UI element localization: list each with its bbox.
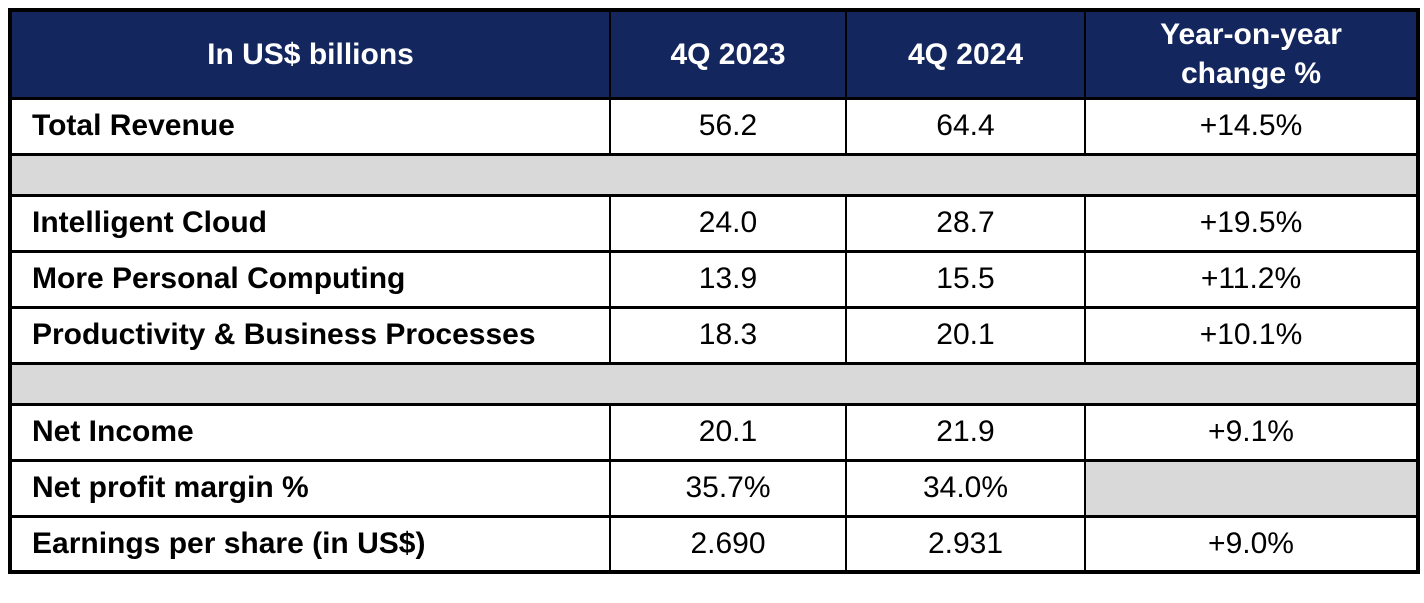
value-yoy-change: +9.1%	[1084, 402, 1419, 462]
quarterly-financial-results-table: In US$ billions 4Q 2023 4Q 2024 Year-on-…	[8, 8, 1420, 574]
value-4q2023: 20.1	[609, 402, 847, 462]
spacer-cell	[9, 152, 1419, 197]
row-label: Net Income	[9, 402, 611, 462]
table-row: Net profit margin % 35.7% 34.0%	[9, 458, 1419, 518]
spacer-cell	[9, 361, 1419, 406]
value-4q2024: 21.9	[845, 402, 1086, 462]
row-label: Net profit margin %	[9, 458, 611, 518]
value-4q2023: 24.0	[609, 193, 847, 253]
table-row: More Personal Computing 13.9 15.5 +11.2%	[9, 249, 1419, 309]
table-body: Total Revenue 56.2 64.4 +14.5% Intelligent C…	[9, 96, 1419, 574]
value-4q2023: 13.9	[609, 249, 847, 309]
value-4q2023: 56.2	[609, 96, 847, 156]
table-row: Total Revenue 56.2 64.4 +14.5%	[9, 96, 1419, 156]
value-4q2024: 2.931	[845, 514, 1086, 574]
table-header: In US$ billions 4Q 2023 4Q 2024 Year-on-…	[9, 8, 1419, 100]
value-4q2024: 64.4	[845, 96, 1086, 156]
value-4q2024: 15.5	[845, 249, 1086, 309]
value-yoy-change: +10.1%	[1084, 305, 1419, 365]
value-yoy-change: +14.5%	[1084, 96, 1419, 156]
header-cell-metric-unit: In US$ billions	[9, 8, 611, 100]
value-4q2024: 28.7	[845, 193, 1086, 253]
row-label: Productivity & Business Processes	[9, 305, 611, 365]
value-4q2023: 18.3	[609, 305, 847, 365]
spacer-row	[9, 152, 1419, 197]
row-label: More Personal Computing	[9, 249, 611, 309]
value-yoy-change: +11.2%	[1084, 249, 1419, 309]
value-4q2024: 34.0%	[845, 458, 1086, 518]
value-yoy-change: +9.0%	[1084, 514, 1419, 574]
value-4q2023: 35.7%	[609, 458, 847, 518]
header-cell-4q2024: 4Q 2024	[845, 8, 1086, 100]
spacer-row	[9, 361, 1419, 406]
row-label: Total Revenue	[9, 96, 611, 156]
table-row: Intelligent Cloud 24.0 28.7 +19.5%	[9, 193, 1419, 253]
value-4q2024: 20.1	[845, 305, 1086, 365]
header-cell-yoy-change: Year-on-year change %	[1084, 8, 1419, 100]
table-row: Earnings per share (in US$) 2.690 2.931 +9.…	[9, 514, 1419, 574]
header-cell-4q2023: 4Q 2023	[609, 8, 847, 100]
value-yoy-change: +19.5%	[1084, 193, 1419, 253]
header-row: In US$ billions 4Q 2023 4Q 2024 Year-on-…	[9, 8, 1419, 100]
table-row: Net Income 20.1 21.9 +9.1%	[9, 402, 1419, 462]
value-yoy-change	[1084, 458, 1419, 518]
row-label: Earnings per share (in US$)	[9, 514, 611, 574]
row-label: Intelligent Cloud	[9, 193, 611, 253]
value-4q2023: 2.690	[609, 514, 847, 574]
table-row: Productivity & Business Processes 18.3 20.…	[9, 305, 1419, 365]
